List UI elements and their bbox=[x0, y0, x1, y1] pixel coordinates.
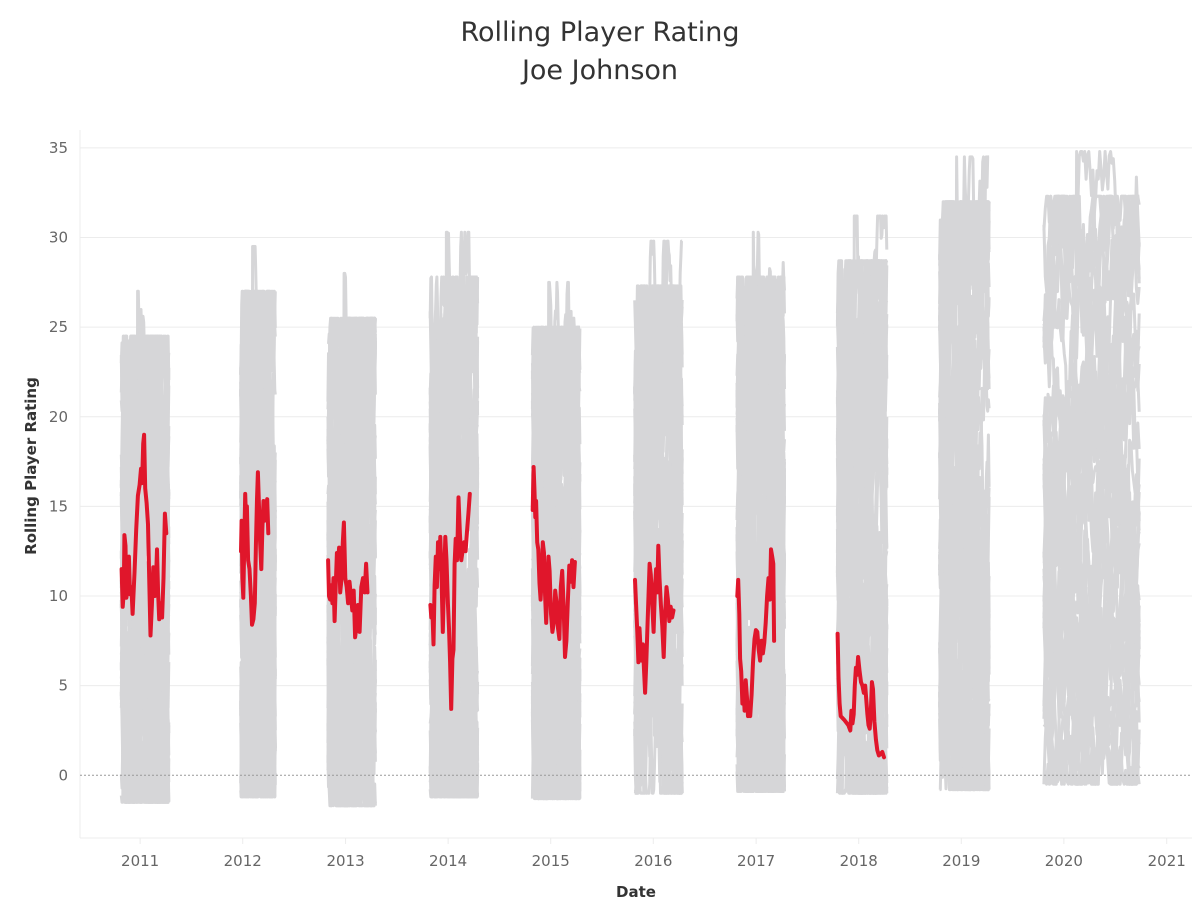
background-player-line bbox=[530, 325, 582, 518]
y-tick-label: 5 bbox=[58, 677, 68, 695]
y-tick-label: 35 bbox=[49, 139, 68, 157]
y-tick-label: 0 bbox=[58, 766, 68, 784]
background-player-line bbox=[1042, 564, 1141, 786]
background-player-line bbox=[1042, 194, 1141, 436]
y-tick-label: 25 bbox=[49, 318, 68, 336]
background-player-line bbox=[530, 550, 582, 801]
background-player-lines bbox=[119, 150, 1141, 808]
x-tick-label: 2016 bbox=[634, 852, 672, 870]
x-tick-label: 2021 bbox=[1148, 852, 1186, 870]
player-series bbox=[119, 432, 886, 760]
x-tick-label: 2011 bbox=[121, 852, 159, 870]
background-player-line bbox=[530, 428, 582, 634]
background-player-line bbox=[1042, 482, 1141, 786]
background-player-line bbox=[735, 563, 786, 793]
background-player-line bbox=[1042, 316, 1141, 784]
background-player-line bbox=[239, 289, 277, 799]
background-player-line bbox=[938, 200, 991, 739]
x-axis-ticks: 2011 2012 2013 2014 2015 2016 2017 2018 2019 2020… bbox=[121, 838, 1186, 870]
y-tick-label: 15 bbox=[49, 497, 68, 515]
background-player-line bbox=[1042, 194, 1141, 444]
background-player-line bbox=[326, 335, 377, 607]
chart-title: Rolling Player Rating bbox=[460, 17, 739, 48]
x-tick-label: 2017 bbox=[737, 852, 775, 870]
background-player-line bbox=[119, 334, 171, 599]
y-tick-label: 30 bbox=[49, 229, 68, 247]
background-player-line bbox=[735, 275, 786, 661]
x-axis-title: Date bbox=[616, 883, 656, 901]
background-player-line bbox=[428, 537, 480, 799]
x-tick-label: 2020 bbox=[1045, 852, 1083, 870]
background-player-line bbox=[938, 656, 990, 792]
x-tick-label: 2019 bbox=[942, 852, 980, 870]
x-tick-label: 2012 bbox=[224, 852, 262, 870]
y-axis-title: Rolling Player Rating bbox=[22, 377, 40, 555]
background-player-line bbox=[530, 391, 582, 724]
y-tick-label: 20 bbox=[49, 408, 68, 426]
x-tick-label: 2018 bbox=[840, 852, 878, 870]
chart-subtitle: Joe Johnson bbox=[520, 55, 678, 86]
background-player-line bbox=[938, 200, 991, 345]
x-tick-label: 2015 bbox=[532, 852, 570, 870]
background-player-line bbox=[1042, 203, 1141, 563]
background-player-line bbox=[119, 573, 171, 804]
background-player-line bbox=[1042, 324, 1141, 786]
x-tick-label: 2013 bbox=[326, 852, 364, 870]
series-line-joe-johnson bbox=[119, 432, 886, 760]
background-player-line bbox=[326, 372, 377, 725]
background-player-line bbox=[835, 628, 889, 795]
background-player-line bbox=[835, 259, 889, 573]
background-player-line bbox=[1042, 370, 1141, 723]
background-player-line bbox=[428, 275, 480, 757]
background-player-line bbox=[633, 284, 684, 519]
background-player-line bbox=[530, 325, 581, 469]
x-tick-label: 2014 bbox=[429, 852, 467, 870]
y-axis-ticks: 0 5 10 15 20 25 30 35 bbox=[49, 139, 68, 784]
y-tick-label: 10 bbox=[49, 587, 68, 605]
background-player-line bbox=[835, 295, 889, 731]
background-player-line bbox=[326, 520, 377, 788]
